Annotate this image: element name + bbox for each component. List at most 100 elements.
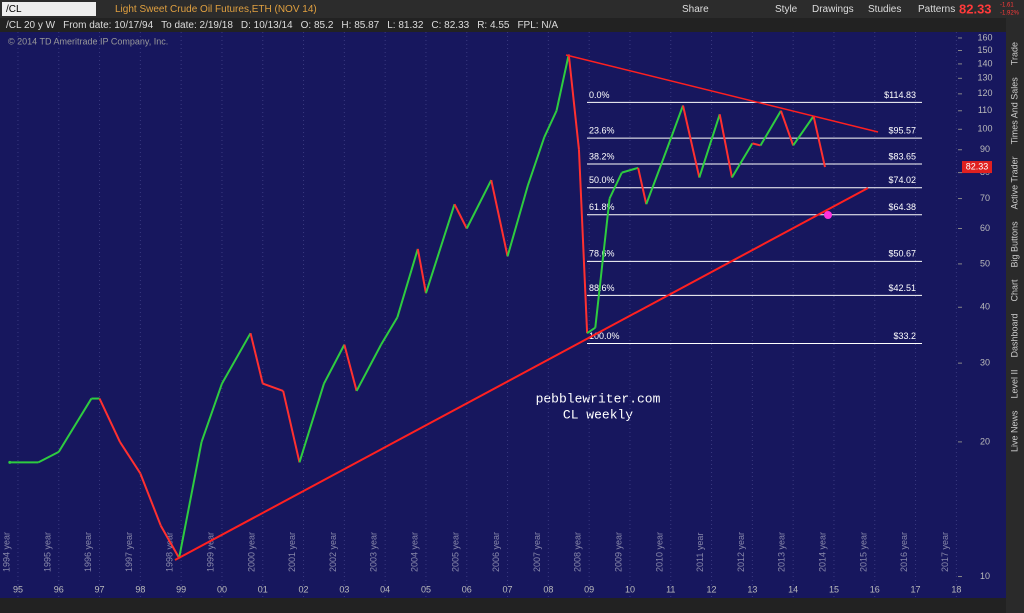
year-label: 1998 year <box>165 532 175 572</box>
x-tick-label: 96 <box>54 584 64 594</box>
button[interactable]: Share <box>682 4 709 15</box>
x-tick-label: 12 <box>707 584 717 594</box>
header-item: To date: 2/19/18 <box>161 20 233 31</box>
symbol-input[interactable] <box>2 2 96 16</box>
price-segment <box>323 344 346 385</box>
price-segment <box>343 344 358 392</box>
side-tab[interactable]: Times And Sales <box>1009 77 1019 145</box>
side-tab[interactable]: Trade <box>1009 42 1019 65</box>
price-segment <box>608 172 623 199</box>
side-tab[interactable]: Active Trader <box>1009 156 1019 209</box>
x-tick-label: 00 <box>217 584 227 594</box>
side-tabs <box>1006 18 1024 613</box>
y-tick-label: 50 <box>980 258 990 268</box>
y-tick-label: 40 <box>980 302 990 312</box>
y-tick-label: 140 <box>977 58 992 68</box>
price-segment <box>665 105 684 151</box>
side-tab[interactable]: Live News <box>1009 410 1019 452</box>
price-segment <box>731 142 754 179</box>
fib-value: $50.67 <box>888 249 916 259</box>
year-label: 2007 year <box>532 532 542 572</box>
x-tick-label: 99 <box>176 584 186 594</box>
header-item: L: 81.32 <box>387 20 424 31</box>
x-tick-label: 14 <box>788 584 798 594</box>
y-tick-label: 70 <box>980 193 990 203</box>
intersection-dot <box>824 211 832 219</box>
y-tick-label: 60 <box>980 223 990 233</box>
price-segment <box>380 316 399 346</box>
y-tick-label: 120 <box>977 88 992 98</box>
fib-value: $83.65 <box>888 151 916 161</box>
button[interactable]: Drawings <box>812 4 854 15</box>
header-item: FPL: N/A <box>517 20 558 31</box>
price-segment <box>779 110 795 146</box>
header-item: O: 85.2 <box>301 20 334 31</box>
price-tag-label: 82.33 <box>966 161 989 171</box>
price-segment <box>200 383 223 443</box>
price-segment <box>453 203 468 229</box>
year-label: 2008 year <box>573 532 583 572</box>
price-segment <box>396 248 419 318</box>
fib-pct: 100.0% <box>589 331 620 341</box>
price-segment <box>527 136 546 186</box>
price-segment <box>37 450 60 464</box>
y-tick-label: 90 <box>980 144 990 154</box>
fib-pct: 88.6% <box>589 283 615 293</box>
fib-value: $33.2 <box>893 331 916 341</box>
y-tick-label: 10 <box>980 571 990 581</box>
change-pct: -1.92% <box>1000 11 1020 17</box>
x-tick-label: 18 <box>951 584 961 594</box>
trend-line <box>565 54 879 133</box>
fib-value: $42.51 <box>888 283 916 293</box>
y-tick-label: 160 <box>977 32 992 42</box>
side-tab[interactable]: Level II <box>1009 370 1019 399</box>
price-segment <box>586 326 596 335</box>
header-item: D: 10/13/14 <box>241 20 293 31</box>
year-label: 2009 year <box>614 532 624 572</box>
side-tab[interactable]: Chart <box>1009 279 1019 302</box>
button[interactable]: Style <box>775 4 798 15</box>
year-label: 1996 year <box>83 532 93 572</box>
year-label: 2006 year <box>491 532 501 572</box>
price-segment <box>355 344 382 392</box>
price-tag <box>962 161 992 174</box>
x-tick-label: 11 <box>666 584 675 594</box>
fib-value: $114.83 <box>884 90 916 100</box>
year-label: 1995 year <box>42 532 52 572</box>
price-segment <box>812 115 826 168</box>
price-segment <box>506 184 529 257</box>
price-segment <box>282 390 301 463</box>
x-tick-label: 17 <box>911 584 921 594</box>
x-tick-label: 07 <box>503 584 513 594</box>
price-segment <box>718 114 733 178</box>
price-segment <box>698 114 721 178</box>
side-tab[interactable]: Big Buttons <box>1009 221 1019 268</box>
header-item: /CL 20 y W <box>6 20 56 31</box>
y-tick-label: 130 <box>977 73 992 83</box>
x-tick-label: 05 <box>421 584 431 594</box>
price-segment <box>298 383 325 463</box>
x-tick-label: 04 <box>380 584 390 594</box>
x-tick-label: 15 <box>829 584 839 594</box>
x-tick-label: 95 <box>13 584 23 594</box>
price-segment <box>416 248 427 294</box>
price-segment <box>752 142 761 147</box>
fib-pct: 61.8% <box>589 202 615 212</box>
price-segment <box>465 179 493 229</box>
x-tick-label: 06 <box>462 584 472 594</box>
fib-pct: 50.0% <box>589 175 615 185</box>
price-segment <box>555 54 570 111</box>
fib-pct: 38.2% <box>589 151 615 161</box>
year-label: 2017 year <box>940 532 950 572</box>
button[interactable]: Patterns <box>918 4 955 15</box>
header-bar <box>0 18 1006 32</box>
price-segment <box>159 525 180 559</box>
toolbar <box>0 0 1024 18</box>
price: 82.33 <box>959 1 992 16</box>
y-tick-label: 110 <box>978 105 992 115</box>
change: -1.61 <box>1000 3 1014 9</box>
button[interactable]: Studies <box>868 4 901 15</box>
symbol: /CL <box>6 4 22 15</box>
year-label: 2016 year <box>899 532 909 572</box>
side-tab[interactable]: Dashboard <box>1009 313 1019 357</box>
